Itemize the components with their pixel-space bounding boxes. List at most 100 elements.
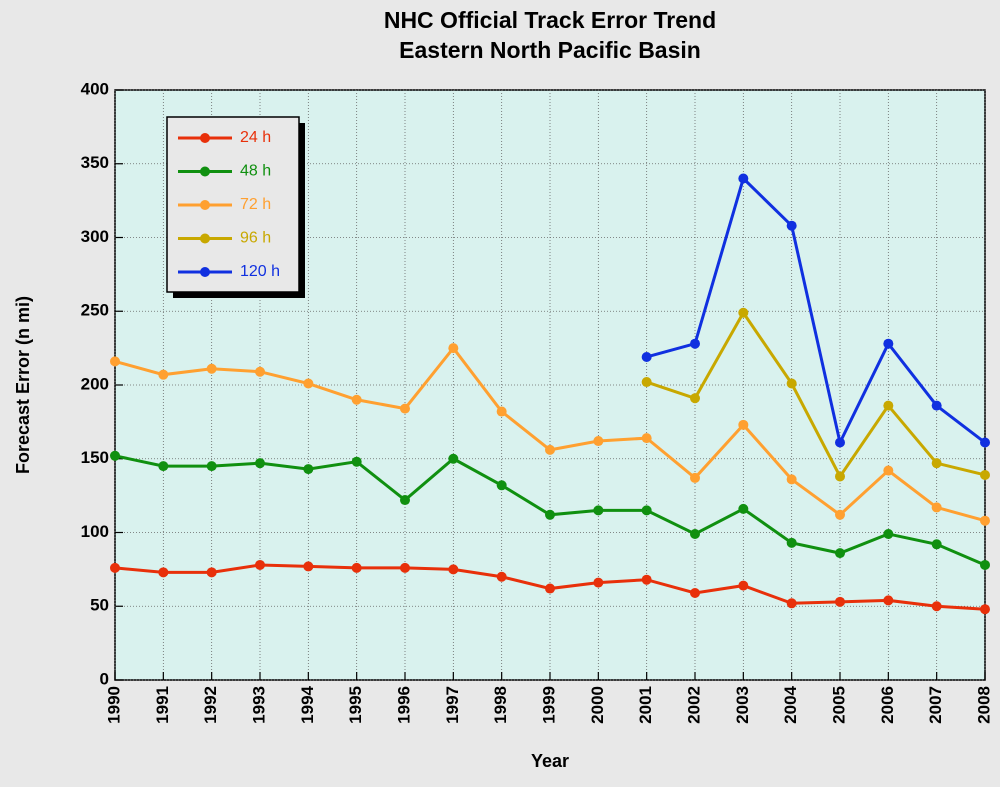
data-point — [110, 356, 120, 367]
x-tick-label: 2006 — [878, 686, 897, 724]
data-point — [641, 433, 652, 444]
data-point — [496, 406, 507, 417]
data-point — [786, 598, 797, 609]
data-point — [351, 562, 362, 573]
x-tick-label: 1995 — [346, 686, 365, 724]
data-point — [931, 458, 942, 469]
data-point — [255, 366, 265, 377]
data-point — [738, 419, 749, 430]
data-point — [690, 528, 700, 539]
data-point — [545, 444, 555, 455]
x-tick-label: 2008 — [974, 686, 993, 724]
data-point — [158, 369, 169, 380]
y-tick-label: 0 — [100, 669, 109, 688]
series-group — [110, 173, 990, 615]
data-point — [738, 503, 749, 514]
y-tick-label: 400 — [81, 79, 109, 98]
data-point — [303, 464, 314, 475]
data-point — [786, 220, 797, 231]
x-tick-label: 1998 — [491, 686, 510, 724]
data-point — [786, 378, 797, 389]
legend-label: 96 h — [240, 230, 271, 247]
data-point — [206, 461, 217, 472]
data-point — [641, 377, 652, 388]
data-point — [883, 528, 894, 539]
x-tick-label: 2001 — [636, 686, 655, 724]
legend-label: 48 h — [240, 163, 271, 180]
data-point — [980, 604, 990, 615]
data-point — [255, 559, 265, 570]
data-point — [545, 509, 555, 520]
data-point — [448, 453, 459, 464]
data-point — [496, 571, 507, 582]
data-point — [690, 587, 700, 598]
grid: 0 50 100 150 200 250 300 350 400 1990 1991 1992 1993… — [81, 79, 994, 723]
data-point — [110, 562, 120, 573]
data-point — [738, 173, 749, 184]
data-point — [545, 583, 555, 594]
data-point — [835, 596, 845, 607]
x-tick-label: 2005 — [829, 686, 848, 724]
x-tick-label: 1994 — [298, 685, 317, 723]
legend-marker — [200, 267, 210, 277]
x-tick-label: 1993 — [249, 686, 268, 724]
data-point — [593, 577, 604, 588]
legend-marker — [200, 166, 210, 177]
chart-subtitle: Eastern North Pacific Basin — [399, 37, 701, 63]
x-axis-label: Year — [531, 751, 569, 771]
data-point — [593, 505, 604, 516]
data-point — [158, 461, 169, 472]
y-tick-label: 200 — [81, 374, 109, 393]
series-line — [646, 175, 986, 448]
legend-marker — [200, 233, 210, 244]
data-point — [400, 495, 410, 506]
data-point — [690, 338, 700, 349]
y-tick-label: 250 — [81, 301, 109, 320]
data-point — [690, 472, 700, 483]
x-tick-label: 1990 — [104, 686, 123, 724]
data-point — [593, 436, 604, 447]
data-point — [738, 580, 749, 591]
x-tick-label: 1991 — [153, 686, 172, 724]
data-point — [786, 537, 797, 548]
data-point — [110, 450, 120, 461]
y-tick-label: 350 — [81, 153, 109, 172]
legend-marker — [200, 200, 210, 210]
legend-label: 72 h — [240, 196, 271, 213]
data-point — [158, 567, 169, 578]
x-tick-label: 1996 — [394, 686, 413, 724]
data-point — [738, 307, 749, 318]
legend-label: 24 h — [240, 129, 271, 146]
data-point — [883, 338, 894, 349]
data-point — [931, 601, 942, 612]
data-point — [206, 567, 217, 578]
data-point — [835, 471, 845, 482]
y-tick-label: 150 — [81, 448, 109, 467]
x-tick-label: 2004 — [781, 685, 800, 723]
data-point — [303, 378, 314, 389]
x-tick-label: 2007 — [926, 686, 945, 724]
data-point — [351, 456, 362, 467]
data-point — [496, 480, 507, 491]
data-point — [980, 437, 990, 448]
data-point — [931, 502, 942, 513]
data-point — [400, 562, 410, 573]
data-point — [641, 505, 652, 516]
data-point — [786, 474, 797, 485]
data-point — [255, 458, 265, 469]
data-point — [980, 515, 990, 526]
x-tick-label: 1997 — [443, 686, 462, 724]
data-point — [303, 561, 314, 572]
y-tick-label: 300 — [81, 227, 109, 246]
y-axis-label: Forecast Error (n mi) — [13, 296, 33, 474]
data-point — [931, 400, 942, 411]
y-tick-label: 100 — [81, 522, 109, 541]
data-point — [835, 437, 845, 448]
x-tick-label: 1999 — [539, 686, 558, 724]
data-point — [883, 465, 894, 476]
data-point — [400, 403, 410, 414]
data-point — [448, 343, 459, 354]
data-point — [835, 509, 845, 520]
